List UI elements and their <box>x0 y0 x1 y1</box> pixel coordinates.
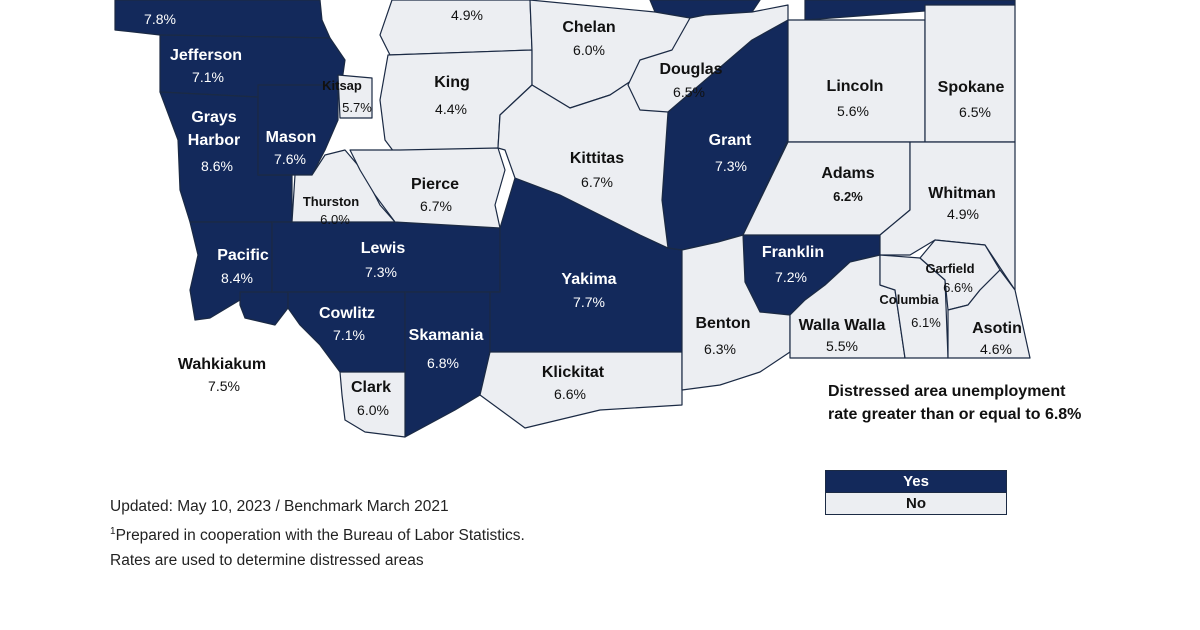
label-cowlitz-rate: 7.1% <box>333 327 365 343</box>
label-lewis-name: Lewis <box>361 240 406 257</box>
label-clark-rate: 6.0% <box>357 402 389 418</box>
label-skamania-rate: 6.8% <box>427 355 459 371</box>
county-kittitas <box>497 59 673 249</box>
label-cowlitz-name: Cowlitz <box>319 305 375 322</box>
note-prepared-line: 1Prepared in cooperation with the Bureau… <box>110 519 525 548</box>
label-spokane-name: Spokane <box>938 79 1005 96</box>
label-chelan-name: Chelan <box>562 19 615 36</box>
label-kitsap-rate: 5.7% <box>342 100 372 115</box>
label-garfield-name: Garfield <box>925 261 974 276</box>
label-chelan-rate: 6.0% <box>573 42 605 58</box>
label-garfield-rate: 6.6% <box>943 280 973 295</box>
label-yakima-name: Yakima <box>561 271 616 288</box>
label-whitman-name: Whitman <box>928 185 996 202</box>
label-spokane-rate: 6.5% <box>959 104 991 120</box>
county-kitsap <box>337 74 373 119</box>
county-spokane <box>924 4 1016 143</box>
label-thurston-name: Thurston <box>303 194 359 209</box>
label-pacific-name: Pacific <box>217 247 269 264</box>
label-klickitat-name: Klickitat <box>542 364 605 381</box>
label-lincoln-rate: 5.6% <box>837 103 869 119</box>
legend-table: Yes No <box>825 470 1007 515</box>
label-kittitas-rate: 6.7% <box>581 174 613 190</box>
label-franklin-name: Franklin <box>762 244 824 261</box>
notes: Updated: May 10, 2023 / Benchmark March … <box>110 494 525 573</box>
county-whitman <box>879 141 1016 291</box>
label-lincoln-name: Lincoln <box>827 78 884 95</box>
label-benton-name: Benton <box>695 315 750 332</box>
label-grays-harbor-name-1: Grays <box>191 109 236 126</box>
label-grant-rate: 7.3% <box>715 158 747 174</box>
label-wahkiakum-rate: 7.5% <box>208 378 240 394</box>
county-pierce <box>349 147 506 229</box>
county-wahkiakum <box>239 291 289 326</box>
legend-title: Distressed area unemployment rate greate… <box>828 383 1082 423</box>
label-king-rate: 4.4% <box>435 101 467 117</box>
label-asotin-rate: 4.6% <box>980 341 1012 357</box>
label-kitsap-name: Kitsap <box>322 78 362 93</box>
county-clark <box>339 371 406 438</box>
label-asotin-name: Asotin <box>972 320 1022 337</box>
label-clallam-rate: 7.8% <box>144 11 176 27</box>
legend-yes: Yes <box>826 471 1006 493</box>
county-douglas <box>627 4 789 113</box>
label-walla-walla-name: Walla Walla <box>799 317 886 334</box>
county-asotin <box>947 269 1031 359</box>
label-pierce-name: Pierce <box>411 176 459 193</box>
label-jefferson-name: Jefferson <box>170 47 242 64</box>
label-wahkiakum-name: Wahkiakum <box>178 356 266 373</box>
label-columbia-rate: 6.1% <box>911 315 941 330</box>
note-prepared: Prepared in cooperation with the Bureau … <box>115 527 525 545</box>
label-klickitat-rate: 6.6% <box>554 386 586 402</box>
label-columbia-name: Columbia <box>879 292 939 307</box>
label-douglas-rate: 6.5% <box>673 84 705 100</box>
label-clark-name: Clark <box>351 379 391 396</box>
label-kittitas-name: Kittitas <box>570 150 624 167</box>
label-walla-walla-rate: 5.5% <box>826 338 858 354</box>
label-yakima-rate: 7.7% <box>573 294 605 310</box>
note-rates: Rates are used to determine distressed a… <box>110 552 424 570</box>
label-grays-harbor-rate: 8.6% <box>201 158 233 174</box>
legend-no: No <box>826 493 1006 514</box>
note-updated: Updated: May 10, 2023 / Benchmark March … <box>110 498 449 515</box>
label-mason-rate: 7.6% <box>274 151 306 167</box>
label-pierce-rate: 6.7% <box>420 198 452 214</box>
label-douglas-name: Douglas <box>659 61 722 78</box>
label-franklin-rate: 7.2% <box>775 269 807 285</box>
label-thurston-rate: 6.0% <box>320 212 350 227</box>
label-jefferson-rate: 7.1% <box>192 69 224 85</box>
footnote-mark: 1 <box>110 526 116 537</box>
label-lewis-rate: 7.3% <box>365 264 397 280</box>
county-lewis <box>271 221 501 293</box>
label-benton-rate: 6.3% <box>704 341 736 357</box>
label-pacific-rate: 8.4% <box>221 270 253 286</box>
label-grays-harbor-name-2: Harbor <box>188 132 240 149</box>
label-adams-rate: 6.2% <box>833 189 863 204</box>
label-snohomish-rate: 4.9% <box>451 7 483 23</box>
label-whitman-rate: 4.9% <box>947 206 979 222</box>
label-adams-name: Adams <box>821 165 874 182</box>
label-king-name: King <box>434 74 470 91</box>
label-grant-name: Grant <box>709 132 752 149</box>
label-mason-name: Mason <box>266 129 317 146</box>
label-skamania-name: Skamania <box>409 327 484 344</box>
